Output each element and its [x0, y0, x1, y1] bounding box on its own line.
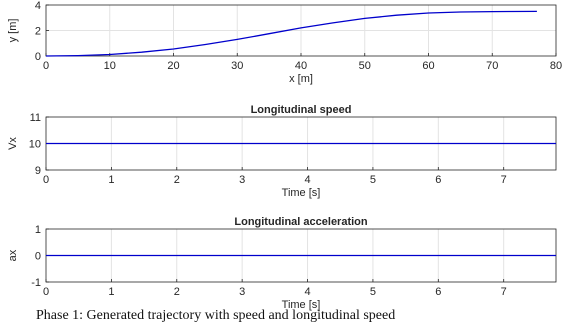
chart-1-y-tick-label: 2 [35, 26, 41, 38]
chart-2-x-axis-label: Time [s] [282, 187, 321, 199]
figure-caption: Phase 1: Generated trajectory with speed… [36, 308, 396, 323]
chart-3-y-axis-label: ax [7, 249, 19, 261]
chart-1-x-tick-label: 0 [43, 60, 49, 72]
chart-1-x-tick-label: 20 [167, 60, 179, 72]
chart-1-y-tick-label: 4 [35, 0, 41, 12]
trajectory-chart: 0 10 20 30 40 50 60 70 80 0 2 4 x [m] y [m] [7, 0, 562, 85]
chart-1-x-tick-label: 30 [231, 60, 243, 72]
chart-2-x-tick-label: 4 [304, 174, 310, 186]
chart-2-x-tick-label: 2 [174, 174, 180, 186]
chart-3-x-tick-label: 6 [435, 286, 441, 298]
chart-1-x-tick-label: 70 [486, 60, 498, 72]
chart-1-x-tick-label: 80 [550, 60, 562, 72]
chart-1-axes-box [45, 4, 557, 57]
longitudinal-speed-chart: 0 1 2 3 4 5 6 7 9 10 11 Longitudinal speed Time [s] V… [7, 104, 557, 199]
chart-1-y-tick-label: 0 [35, 51, 41, 63]
chart-3-x-tick-label: 7 [501, 286, 507, 298]
chart-3-x-tick-label: 0 [43, 286, 49, 298]
chart-2-x-tick-label: 1 [108, 174, 114, 186]
chart-1-y-axis-label: y [m] [7, 19, 19, 43]
chart-2-x-tick-label: 7 [501, 174, 507, 186]
chart-3-x-tick-label: 4 [304, 286, 310, 298]
chart-2-y-tick-label: 11 [30, 112, 41, 124]
chart-3-title: Longitudinal acceleration [234, 216, 368, 228]
chart-3-y-tick-label: -1 [31, 277, 41, 289]
chart-3-x-tick-label: 1 [108, 286, 114, 298]
chart-1-x-tick-label: 10 [104, 60, 116, 72]
chart-3-x-tick-label: 2 [174, 286, 180, 298]
chart-2-x-tick-label: 0 [43, 174, 49, 186]
chart-1-x-tick-label: 40 [295, 60, 307, 72]
chart-2-title: Longitudinal speed [251, 104, 352, 116]
chart-2-x-tick-label: 3 [239, 174, 245, 186]
chart-3-x-axis-label: Time [s] [282, 299, 321, 311]
chart-1-series-line [45, 10, 537, 57]
chart-2-x-tick-label: 6 [435, 174, 441, 186]
chart-3-y-tick-label: 1 [35, 224, 41, 236]
chart-2-y-axis-label: Vx [7, 137, 19, 150]
chart-3-x-tick-label: 3 [239, 286, 245, 298]
chart-2-y-tick-label: 10 [29, 139, 41, 151]
chart-3-y-tick-label: 0 [35, 251, 41, 263]
chart-1-x-tick-label: 60 [422, 60, 434, 72]
chart-3-x-tick-label: 5 [370, 286, 376, 298]
chart-1-x-tick-label: 50 [359, 60, 371, 72]
chart-2-y-tick-label: 9 [35, 165, 41, 177]
chart-2-x-tick-label: 5 [370, 174, 376, 186]
chart-1-x-axis-label: x [m] [289, 73, 313, 85]
